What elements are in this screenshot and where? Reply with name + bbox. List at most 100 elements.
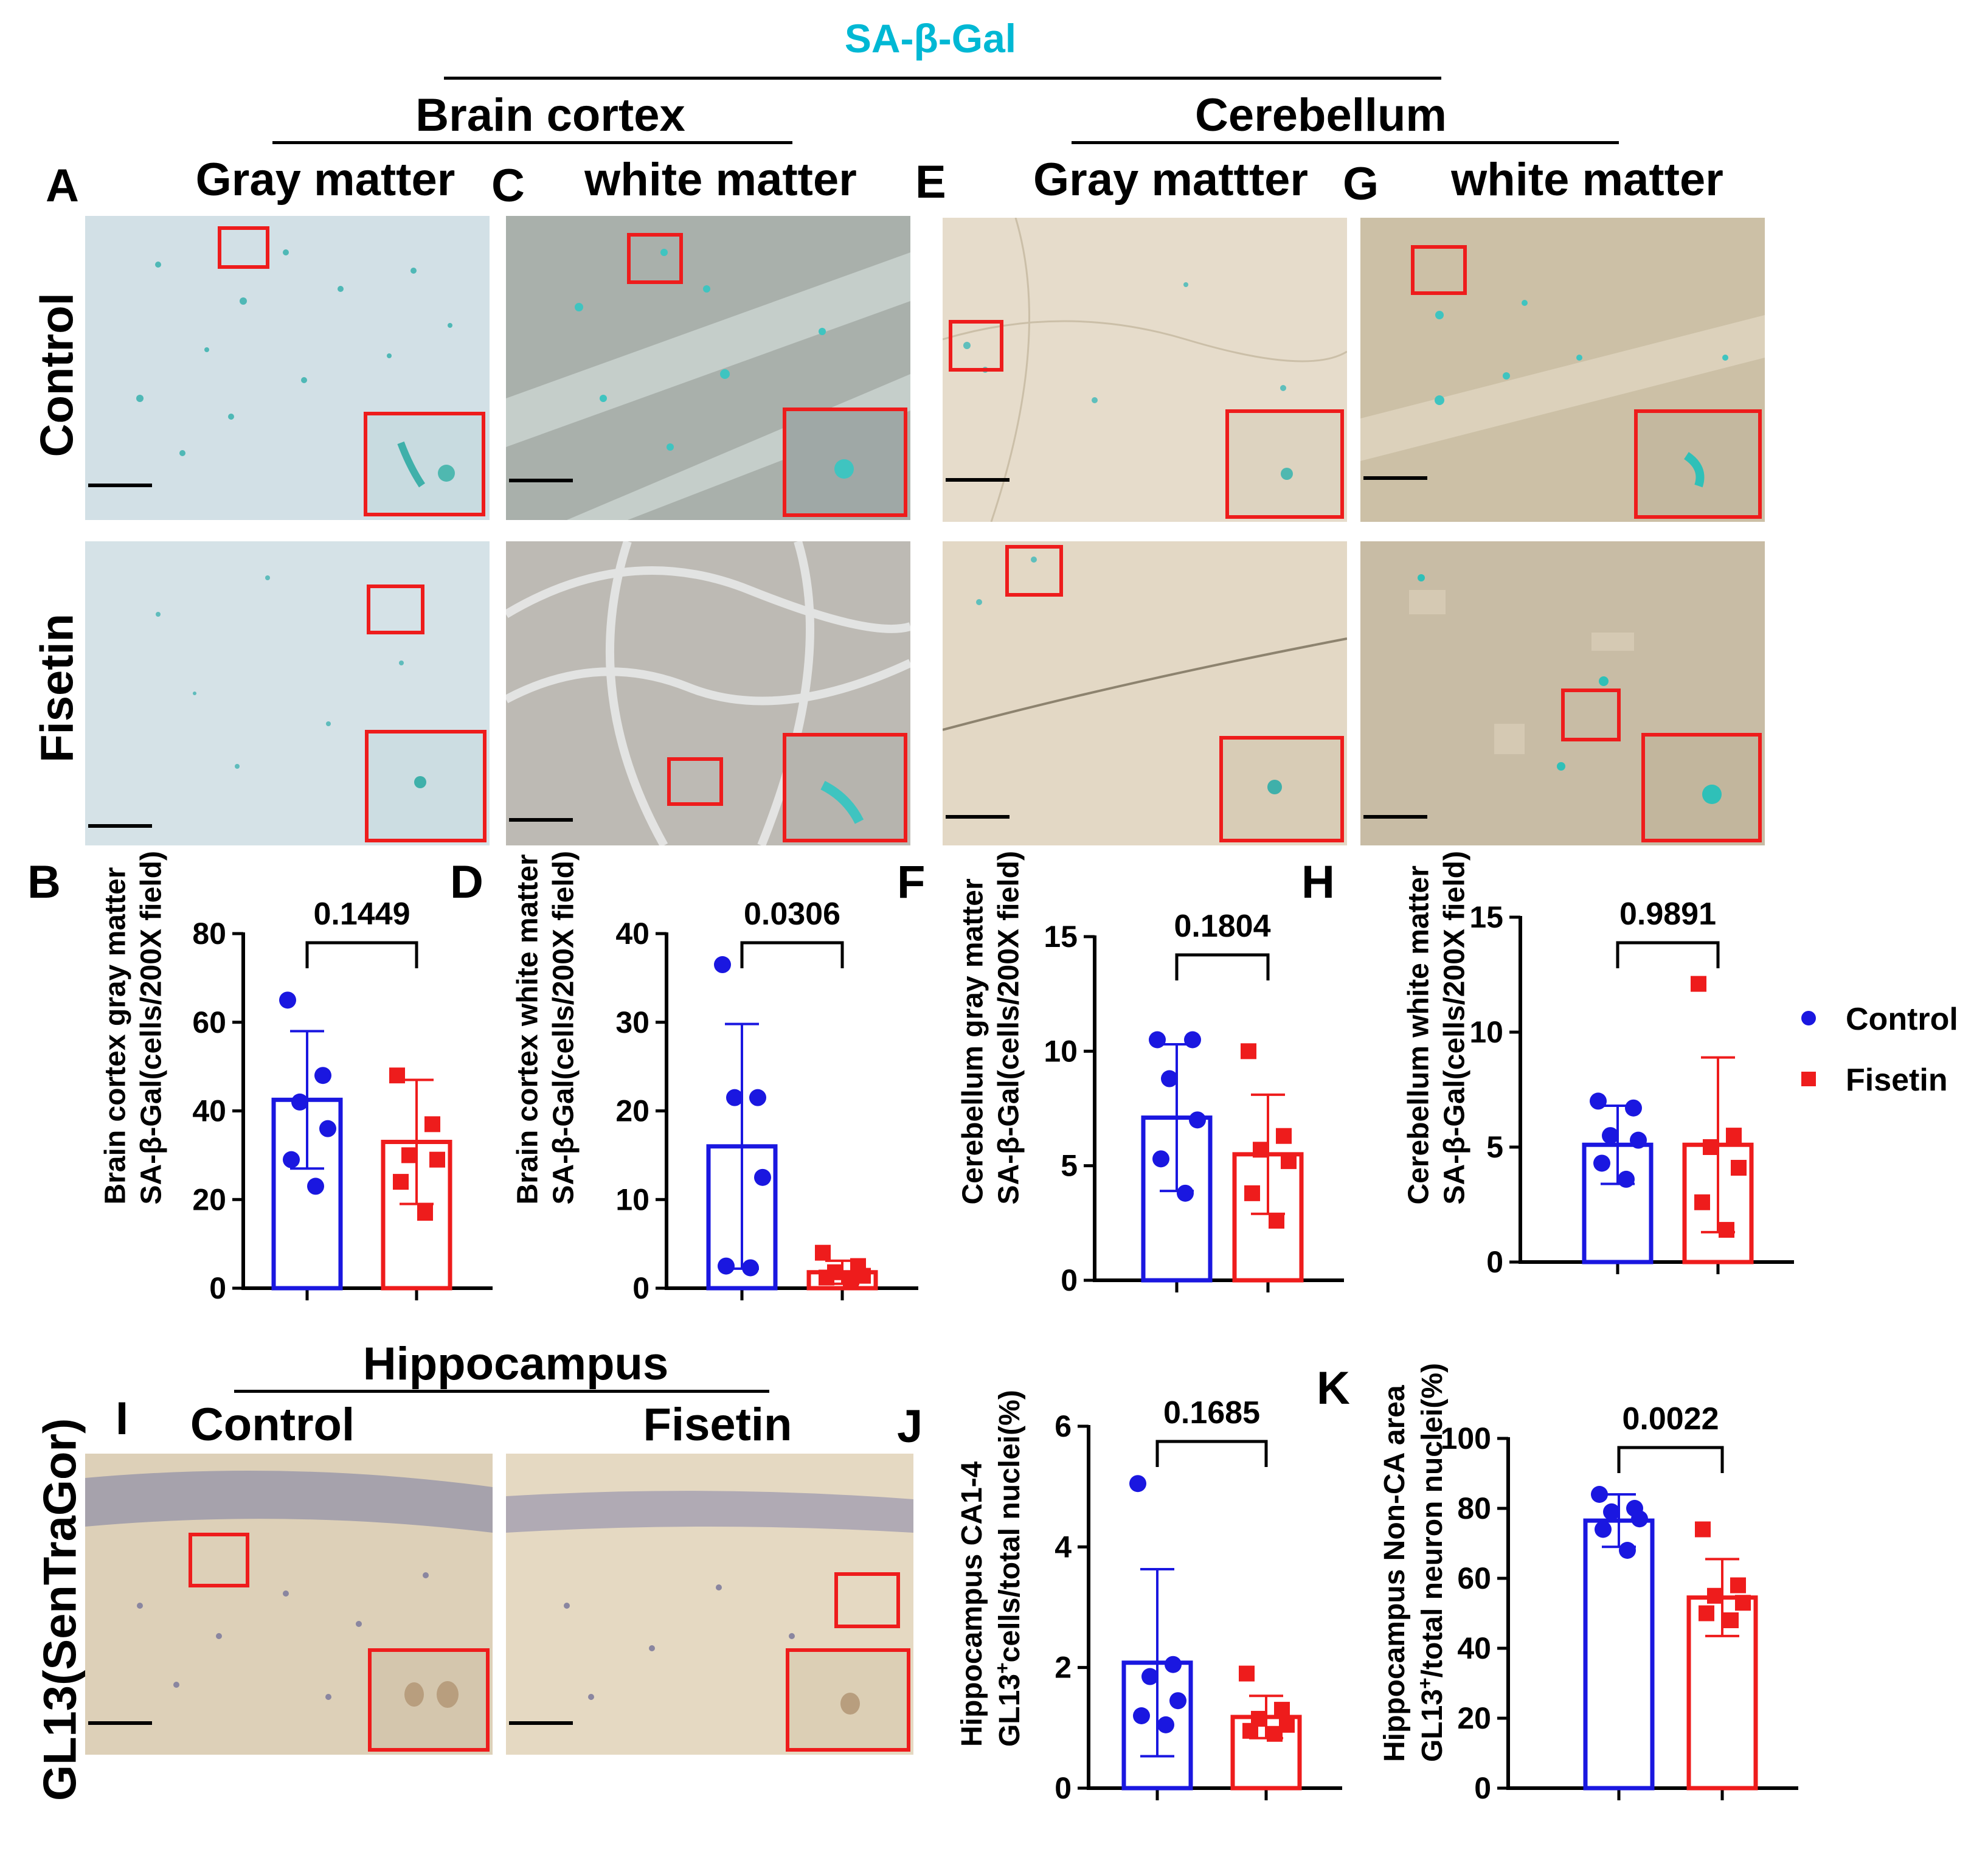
y-tick-label: 40: [1457, 1631, 1491, 1665]
data-point-fisetin: [1694, 1194, 1710, 1210]
zoom-inset: [1219, 736, 1344, 842]
figure-title: SA-β-Gal: [844, 16, 1017, 61]
zoom-inset: [783, 733, 907, 842]
data-point-control: [291, 1093, 308, 1111]
data-point-control: [319, 1120, 336, 1137]
region-of-interest-box: [1005, 545, 1063, 597]
data-point-control: [1161, 1070, 1178, 1087]
zoom-inset: [783, 408, 907, 517]
stain-dots: [1360, 300, 1765, 461]
data-point-control: [314, 1067, 331, 1084]
y-tick-label: 10: [1469, 1015, 1503, 1049]
stain-dots: [1409, 574, 1634, 771]
data-point-control: [1152, 1150, 1169, 1168]
panel-letter-a: A: [46, 160, 79, 212]
significance-bracket: [1617, 1446, 1724, 1473]
y-tick-label: 60: [1457, 1561, 1491, 1595]
data-point-control: [1141, 1668, 1159, 1685]
y-tick-label: 80: [192, 917, 226, 951]
stain-dots: [506, 1491, 913, 1700]
data-point-fisetin: [1242, 1722, 1258, 1739]
p-value-label: 0.9891: [1619, 897, 1716, 932]
data-point-fisetin: [1691, 976, 1706, 992]
data-point-fisetin: [1276, 1128, 1292, 1144]
micrograph-i-fisetin: [506, 1454, 913, 1755]
p-value-label: 0.0022: [1622, 1401, 1719, 1437]
legend-fisetin-label: Fisetin: [1846, 1063, 1948, 1098]
data-point-control: [1129, 1475, 1146, 1493]
data-point-control: [742, 1259, 759, 1277]
data-point-control: [1591, 1486, 1608, 1503]
legend-control-marker: [1801, 1011, 1816, 1025]
y-tick-label: 20: [615, 1094, 649, 1128]
stain-dots: [156, 575, 404, 769]
data-point-control: [714, 956, 731, 974]
scale-bar: [88, 824, 152, 828]
micrograph-a-fisetin: [85, 541, 490, 845]
region-of-interest-box: [367, 584, 424, 634]
micrograph-a-control: [85, 216, 490, 520]
y-tick-label: 0: [1061, 1263, 1078, 1297]
stain-dots: [506, 541, 910, 845]
zoom-inset: [1634, 409, 1762, 519]
region-of-interest-box: [1411, 245, 1467, 295]
micrograph-i-control: [85, 1454, 493, 1755]
data-point-control: [307, 1178, 324, 1195]
significance-bracket: [1155, 1440, 1268, 1467]
scale-bar: [1363, 476, 1427, 480]
data-point-control: [1169, 1692, 1186, 1710]
y-tick-label: 5: [1486, 1130, 1503, 1164]
data-point-fisetin: [393, 1174, 409, 1190]
p-value-label: 0.1449: [313, 897, 410, 932]
micrograph-e-control: [943, 218, 1347, 522]
brain-cortex-underline: [272, 141, 792, 144]
data-point-control: [1625, 1099, 1642, 1117]
data-point-fisetin: [1731, 1160, 1747, 1176]
data-point-fisetin: [1703, 1139, 1719, 1155]
scale-bar: [1363, 815, 1427, 819]
y-tick-label: 2: [1055, 1651, 1072, 1685]
region-of-interest-box: [189, 1533, 249, 1587]
legend-control-label: Control: [1846, 1002, 1958, 1037]
column-title-g: white matter: [1451, 154, 1723, 206]
y-tick-label: 80: [1457, 1491, 1491, 1525]
data-point-control: [726, 1089, 743, 1106]
bar-control: [1583, 1518, 1655, 1791]
y-tick-label: 40: [192, 1094, 226, 1128]
panel-letter-k: K: [1317, 1362, 1350, 1414]
zoom-inset: [364, 412, 485, 516]
column-title-i-fisetin: Fisetin: [643, 1399, 792, 1451]
region-of-interest-box: [627, 233, 683, 284]
data-point-fisetin: [1707, 1587, 1723, 1604]
zoom-inset: [368, 1648, 490, 1752]
data-point-control: [1630, 1131, 1647, 1149]
data-point-fisetin: [1274, 1702, 1290, 1718]
y-tick-label: 20: [192, 1182, 226, 1216]
micrograph-c-control: [506, 216, 910, 520]
y-tick-label: 0: [1474, 1771, 1491, 1805]
legend-fisetin-marker: [1801, 1072, 1816, 1086]
significance-bracket: [305, 941, 418, 968]
data-point-fisetin: [1723, 1612, 1739, 1628]
scale-bar: [509, 479, 573, 482]
data-point-control: [1133, 1707, 1150, 1724]
data-point-control: [283, 1151, 300, 1168]
y-tick-label: 6: [1055, 1409, 1072, 1443]
data-point-control: [1603, 1503, 1620, 1521]
y-tick-label: 5: [1061, 1149, 1078, 1183]
y-tick-label: 100: [1441, 1421, 1491, 1455]
data-point-fisetin: [1253, 1142, 1269, 1158]
data-point-fisetin: [1735, 1595, 1751, 1611]
data-point-control: [1593, 1154, 1610, 1172]
zoom-inset: [786, 1648, 910, 1752]
y-tick-label: 0: [632, 1271, 649, 1305]
stain-dots: [136, 249, 452, 456]
panel-letter-d: D: [450, 856, 483, 908]
micrograph-g-fisetin: [1360, 541, 1765, 845]
region-of-interest-box: [1561, 688, 1621, 741]
column-title-a: Gray matter: [195, 154, 455, 206]
